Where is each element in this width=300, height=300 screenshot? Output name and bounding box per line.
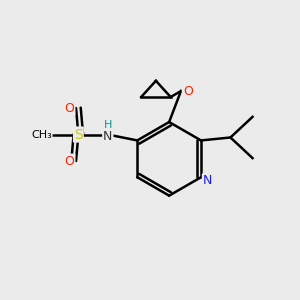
Text: N: N [103, 130, 112, 143]
Text: O: O [183, 85, 193, 98]
Text: S: S [74, 128, 83, 142]
Text: H: H [103, 120, 112, 130]
Text: O: O [64, 101, 74, 115]
Text: CH₃: CH₃ [31, 130, 52, 140]
Text: O: O [64, 154, 74, 167]
Text: N: N [203, 174, 212, 187]
